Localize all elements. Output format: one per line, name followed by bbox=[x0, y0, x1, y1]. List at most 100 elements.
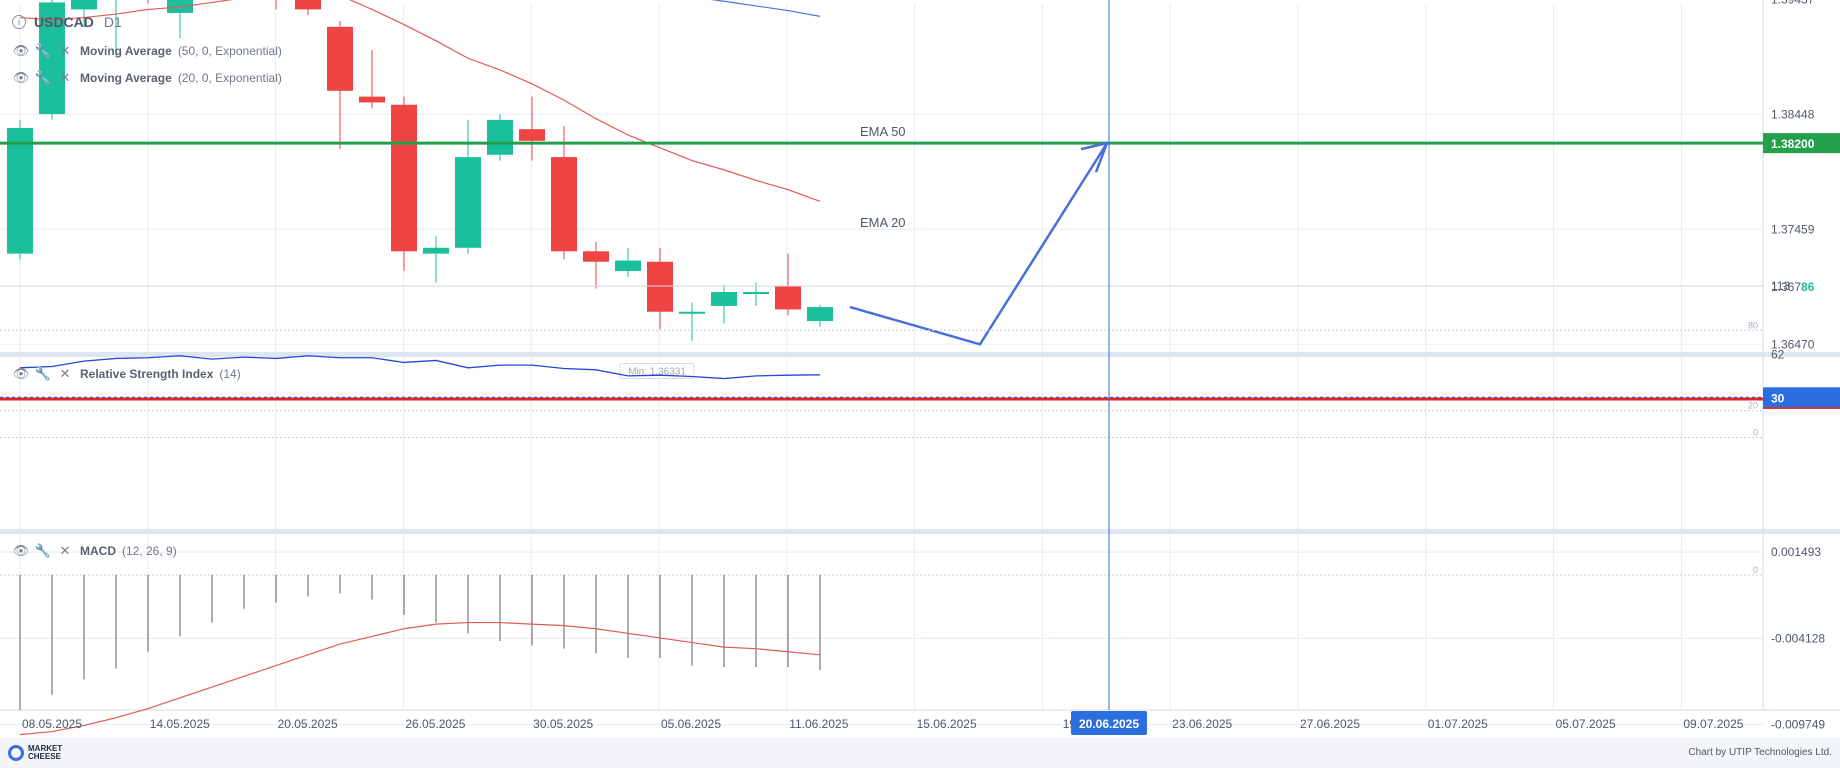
date-tick-label: 05.06.2025 bbox=[661, 717, 721, 731]
rsi-badge-label: 30 bbox=[1771, 391, 1785, 405]
indicator-name: MACD bbox=[80, 544, 116, 558]
info-icon[interactable]: i bbox=[12, 15, 26, 29]
macd-tick-label: 0.001493 bbox=[1771, 545, 1821, 559]
eye-icon[interactable]: 👁 bbox=[12, 70, 30, 85]
axes: 1.404261.394371.384481.374591.364701.382… bbox=[22, 0, 1840, 735]
date-tick-label: 14.05.2025 bbox=[150, 717, 210, 731]
candle-body bbox=[423, 247, 449, 254]
symbol-name: USDCAD bbox=[34, 14, 94, 30]
legend-rsi: 👁 🔧 ✕ Relative Strength Index (14) bbox=[10, 364, 241, 384]
indicator-params: (14) bbox=[219, 367, 241, 381]
macd-signal-line bbox=[19, 621, 821, 736]
candle-body bbox=[487, 119, 513, 155]
candle-body bbox=[7, 128, 33, 254]
ema20-line bbox=[19, 0, 821, 202]
current-price-main: 1.367 bbox=[1771, 280, 1801, 294]
footer-bar: MARKET CHEESE Chart by UTIP Technologies… bbox=[0, 738, 1840, 768]
candle-body bbox=[391, 104, 417, 252]
rsi-badge bbox=[1763, 387, 1840, 408]
indicator-params: (12, 26, 9) bbox=[122, 544, 177, 558]
indicator-params: (50, 0, Exponential) bbox=[177, 44, 282, 58]
candle-body bbox=[327, 26, 353, 91]
date-tick-label: 30.05.2025 bbox=[533, 717, 593, 731]
date-tick-label: 20.05.2025 bbox=[278, 717, 338, 731]
candle-body bbox=[743, 291, 769, 294]
eye-icon[interactable]: 👁 bbox=[12, 43, 30, 58]
legend-ma50: 👁 🔧 ✕ Moving Average (50, 0, Exponential… bbox=[10, 41, 282, 61]
logo-line-2: CHEESE bbox=[28, 752, 61, 761]
cursor-date-label: 20.06.2025 bbox=[1079, 717, 1139, 731]
candle-body bbox=[775, 286, 801, 310]
current-price-tail: 86 bbox=[1801, 280, 1815, 294]
price-tick-label: 1.38448 bbox=[1771, 107, 1815, 121]
candle-body bbox=[679, 311, 705, 314]
credit-text: Chart by UTIP Technologies Ltd. bbox=[1688, 747, 1832, 758]
ema20-label: EMA 20 bbox=[860, 215, 906, 230]
wrench-icon[interactable]: 🔧 bbox=[34, 43, 52, 58]
macd-panel: 0 bbox=[0, 565, 1763, 736]
close-icon[interactable]: ✕ bbox=[59, 43, 71, 58]
legend-ma20: 👁 🔧 ✕ Moving Average (20, 0, Exponential… bbox=[10, 68, 282, 88]
price-tick-label: 1.37459 bbox=[1771, 222, 1815, 236]
resistance-badge-label: 1.38200 bbox=[1771, 137, 1815, 151]
rsi-level-label: 0 bbox=[1753, 428, 1758, 438]
close-icon[interactable]: ✕ bbox=[59, 543, 71, 558]
candle-body bbox=[167, 0, 193, 13]
wrench-icon[interactable]: 🔧 bbox=[34, 366, 52, 381]
eye-icon[interactable]: 👁 bbox=[12, 543, 30, 558]
forecast-arrowhead bbox=[1080, 141, 1109, 173]
cursor-date-badge bbox=[1071, 711, 1147, 735]
wrench-icon[interactable]: 🔧 bbox=[34, 543, 52, 558]
rsi-tick-label: 113 bbox=[1771, 279, 1790, 293]
candle-body bbox=[519, 129, 545, 141]
candle-body bbox=[295, 0, 321, 10]
close-icon[interactable]: ✕ bbox=[59, 70, 71, 85]
candle-body bbox=[615, 260, 641, 272]
price-panel: EMA 50 EMA 20 Min: 1.36331 bbox=[0, 0, 1763, 401]
candle-body bbox=[807, 307, 833, 322]
candle-body bbox=[455, 157, 481, 248]
logo-line-1: MARKET bbox=[28, 744, 63, 753]
candle-body bbox=[39, 2, 65, 115]
date-tick-label: 15.06.2025 bbox=[917, 717, 977, 731]
date-tick-label: 05.07.2025 bbox=[1556, 717, 1616, 731]
close-icon[interactable]: ✕ bbox=[59, 366, 71, 381]
resistance-badge bbox=[1763, 133, 1840, 154]
grid-lines bbox=[0, 0, 1840, 726]
date-tick-label: 26.05.2025 bbox=[405, 717, 465, 731]
candle-body bbox=[71, 0, 97, 10]
date-tick-label: 27.06.2025 bbox=[1300, 717, 1360, 731]
macd-zero-label: 0 bbox=[1753, 565, 1758, 575]
forecast-arrow bbox=[849, 142, 1109, 346]
date-tick-label: 11.06.2025 bbox=[789, 717, 848, 731]
ema50-line bbox=[711, 0, 821, 17]
eye-icon[interactable]: 👁 bbox=[12, 366, 30, 381]
market-cheese-logo[interactable]: MARKET CHEESE bbox=[8, 745, 62, 761]
timeframe[interactable]: D1 bbox=[103, 14, 122, 30]
rsi-level-label: 20 bbox=[1748, 401, 1758, 411]
min-label-box bbox=[619, 362, 695, 379]
candle-body bbox=[647, 261, 673, 312]
date-tick-label: 09.07.2025 bbox=[1683, 717, 1743, 731]
wrench-icon[interactable]: 🔧 bbox=[34, 70, 52, 85]
candle-body bbox=[583, 251, 609, 262]
symbol-header: i USDCAD D1 bbox=[12, 14, 122, 30]
logo-text: MARKET CHEESE bbox=[28, 745, 62, 761]
date-tick-label: 08.05.2025 bbox=[22, 717, 82, 731]
macd-tick-label: -0.009749 bbox=[1771, 718, 1825, 732]
min-label: Min: 1.36331 bbox=[628, 366, 686, 377]
price-tick-label: 1.39437 bbox=[1771, 0, 1815, 6]
rsi-panel: 80 20 0 bbox=[0, 320, 1763, 438]
panel-separator bbox=[0, 352, 1840, 357]
current-price-label: 1.36786 bbox=[1771, 280, 1815, 294]
rsi-line bbox=[19, 355, 821, 380]
rsi-tick-label: 62 bbox=[1771, 347, 1785, 361]
candle-body bbox=[551, 157, 577, 252]
macd-tick-label: -0.004128 bbox=[1771, 631, 1825, 645]
candle-body bbox=[359, 96, 385, 103]
rsi-level-label: 80 bbox=[1748, 320, 1758, 330]
date-tick-label: 23.06.2025 bbox=[1172, 717, 1232, 731]
indicator-name: Relative Strength Index bbox=[80, 367, 214, 381]
ema50-label: EMA 50 bbox=[860, 124, 906, 139]
